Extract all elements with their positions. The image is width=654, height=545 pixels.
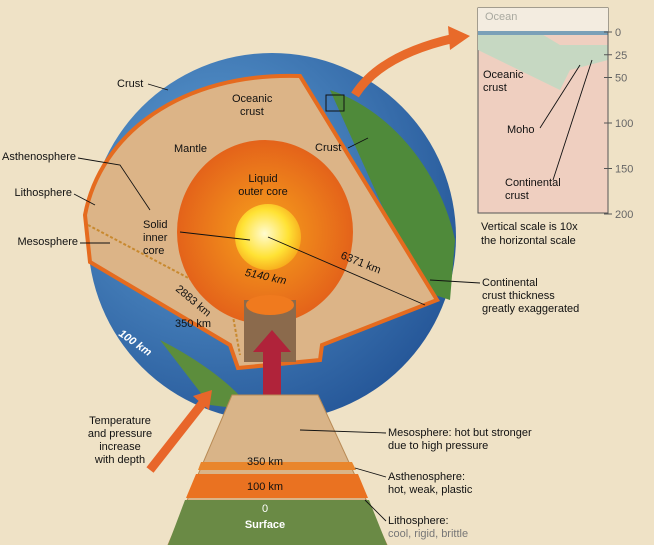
label: Asthenosphere <box>2 151 76 163</box>
page: {"inset": {"ocean": "Ocean", "scale": [0… <box>0 0 654 545</box>
label-line: due to high pressure <box>388 440 488 452</box>
scale-label: 100 <box>615 118 633 130</box>
scale-label: 150 <box>615 164 633 176</box>
scale-label: 200 <box>615 209 633 221</box>
label-line: greatly exaggerated <box>482 303 579 315</box>
label-line: Mesosphere: hot but stronger <box>388 427 532 439</box>
scale-label: 50 <box>615 73 627 85</box>
label-line: inner <box>143 232 168 244</box>
label-line: crust thickness <box>482 290 555 302</box>
label-line: outer core <box>238 186 288 198</box>
label: 350 km <box>175 318 211 330</box>
label-line: Liquid <box>248 173 277 185</box>
shaft-glow <box>246 295 294 315</box>
label: Moho <box>507 124 535 136</box>
label-line: cool, rigid, brittle <box>388 528 468 540</box>
label-line: with depth <box>94 454 145 466</box>
label: Lithosphere <box>15 187 73 199</box>
scale-label: 0 <box>615 27 621 39</box>
label-line: Continental <box>505 177 561 189</box>
label-line: crust <box>240 106 264 118</box>
label: Surface <box>245 519 285 531</box>
label: Crust <box>315 142 341 154</box>
label-line: Solid <box>143 219 167 231</box>
label-line: Asthenosphere: <box>388 471 465 483</box>
label: 0 <box>262 503 268 515</box>
label-line: Oceanic <box>232 93 273 105</box>
label: Mesosphere <box>17 236 78 248</box>
label-line: hot, weak, plastic <box>388 484 473 496</box>
label-line: Oceanic <box>483 69 524 81</box>
label: Ocean <box>485 11 517 23</box>
label-line: crust <box>505 190 529 202</box>
label-line: core <box>143 245 164 257</box>
label: Asthenosphere:hot, weak, plastic <box>388 471 473 496</box>
label-line: and pressure <box>88 428 152 440</box>
label-line: Continental <box>482 277 538 289</box>
label-line: Temperature <box>89 415 151 427</box>
caption-line: the horizontal scale <box>481 235 576 247</box>
diagram: 02550100150200 Ocean Oceaniccrust Moho C… <box>0 0 654 545</box>
label: 350 km <box>247 456 283 468</box>
caption-line: Vertical scale is 10x <box>481 221 578 233</box>
label-line: crust <box>483 82 507 94</box>
label-line: Lithosphere: <box>388 515 449 527</box>
label: 100 km <box>247 481 283 493</box>
label-line: increase <box>99 441 141 453</box>
scale-label: 25 <box>615 50 627 62</box>
label: Mantle <box>174 143 207 155</box>
label: Crust <box>117 78 143 90</box>
